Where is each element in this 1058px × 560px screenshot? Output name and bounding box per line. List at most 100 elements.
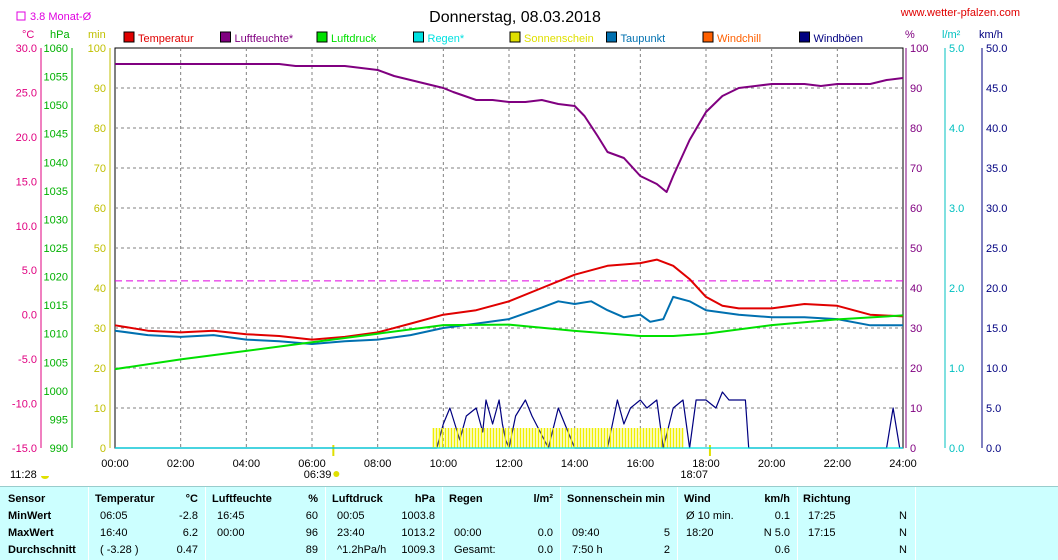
wind-time: Ø 10 min. xyxy=(686,510,734,522)
sun-tick-label: 80 xyxy=(94,123,106,135)
wind-tick-label: 40.0 xyxy=(986,123,1007,135)
hum-value: 89 xyxy=(305,544,318,556)
press-time: 00:05 xyxy=(337,510,365,522)
temp-tick-label: 10.0 xyxy=(16,221,37,233)
wind-tick-label: 0.0 xyxy=(986,443,1001,455)
sun-tick-label: 40 xyxy=(94,283,106,295)
legend-swatch xyxy=(413,31,424,43)
rain-value: 0.0 xyxy=(537,527,553,539)
x-tick-label: 22:00 xyxy=(824,458,852,470)
x-tick-label: 10:00 xyxy=(430,458,458,470)
humidity-tick-label: 80 xyxy=(910,123,922,135)
humidity-tick-label: 10 xyxy=(910,403,922,415)
pressure-tick-label: 1050 xyxy=(44,100,68,112)
legend-swatch xyxy=(123,31,135,43)
header-rain: Regen xyxy=(449,493,483,505)
legend-label: Taupunkt xyxy=(621,33,666,45)
humidity-tick-label: 30 xyxy=(910,323,922,335)
legend-label: Luftfeuchte* xyxy=(235,33,294,45)
sun-tick-label: 10 xyxy=(94,403,106,415)
wind-value: N 5.0 xyxy=(763,527,790,539)
humidity-tick-label: 50 xyxy=(910,243,922,255)
sun-tick-label: 90 xyxy=(94,83,106,95)
press-value: 1009.3 xyxy=(401,544,435,556)
rain-tick-label: 2.0 xyxy=(949,283,964,295)
pressure-tick-label: 1045 xyxy=(44,129,68,141)
weather-chart: Donnerstag, 08.03.2018 www.wetter-pfalze… xyxy=(10,7,1020,481)
pressure-tick-label: 1020 xyxy=(44,272,68,284)
table-divider xyxy=(442,487,443,560)
rain-tick-label: 0.0 xyxy=(949,443,964,455)
hum-value: 96 xyxy=(305,527,318,539)
legend-swatch xyxy=(799,31,810,43)
header-wind: Wind xyxy=(684,493,711,505)
sun-tick-label: 20 xyxy=(94,363,106,375)
series-line-temperatur xyxy=(114,258,904,341)
hum-time: 00:00 xyxy=(217,527,245,539)
sun-tick-label: 30 xyxy=(94,323,106,335)
unit-pressure: hPa xyxy=(50,29,70,41)
moon-icon xyxy=(41,476,49,479)
pressure-tick-label: 1055 xyxy=(44,72,68,84)
table-divider xyxy=(677,487,678,560)
x-tick-label: 12:00 xyxy=(495,458,523,470)
sun-icon xyxy=(333,471,340,477)
header-rain-unit: l/m² xyxy=(533,493,553,505)
pressure-tick-label: 990 xyxy=(50,443,68,455)
unit-humidity: % xyxy=(905,29,915,41)
header-press-unit: hPa xyxy=(414,493,435,505)
table-divider xyxy=(797,487,798,560)
sun-time: 09:40 xyxy=(572,527,600,539)
x-tick-label: 04:00 xyxy=(233,458,261,470)
pressure-tick-label: 1030 xyxy=(44,214,68,226)
series-line-taupunkt xyxy=(114,295,903,345)
wind-tick-label: 10.0 xyxy=(986,363,1007,375)
sun-value: 5 xyxy=(663,527,670,539)
x-tick-label: 20:00 xyxy=(758,458,786,470)
humidity-tick-label: 60 xyxy=(910,203,922,215)
temp-tick-label: -10.0 xyxy=(12,399,37,411)
pressure-tick-label: 1010 xyxy=(44,329,68,341)
humidity-tick-label: 100 xyxy=(910,43,928,55)
table-divider xyxy=(915,487,916,560)
rain-tick-label: 3.0 xyxy=(949,203,964,215)
pressure-tick-label: 1040 xyxy=(44,157,68,169)
hum-time: 16:45 xyxy=(217,510,245,522)
legend-label: Windböen xyxy=(814,33,864,45)
rain-tick-label: 5.0 xyxy=(949,43,964,55)
series-line-windben xyxy=(115,391,903,449)
temp-time: ( -3.28 ) xyxy=(100,544,139,556)
table-divider xyxy=(325,487,326,560)
table-divider xyxy=(560,487,561,560)
wind-tick-label: 15.0 xyxy=(986,323,1007,335)
wind-tick-label: 25.0 xyxy=(986,243,1007,255)
sun-value: 2 xyxy=(663,544,670,556)
row-label: MaxWert xyxy=(8,527,54,539)
wind-tick-label: 5.0 xyxy=(986,403,1001,415)
header-sensor: Sensor xyxy=(8,493,46,505)
rain-time: 00:00 xyxy=(454,527,482,539)
temp-value: 0.47 xyxy=(176,544,198,556)
legend-swatch xyxy=(702,31,714,43)
moonrise-label: 11:28 xyxy=(10,469,37,481)
chart-title: Donnerstag, 08.03.2018 xyxy=(429,9,601,26)
row-label: MinWert xyxy=(8,510,52,522)
temp-tick-label: 5.0 xyxy=(22,265,37,277)
series-line-luftfeuchte xyxy=(115,63,904,193)
sun-tick-label: 60 xyxy=(94,203,106,215)
unit-temp: °C xyxy=(22,29,34,41)
x-tick-label: 14:00 xyxy=(561,458,589,470)
watermark[interactable]: www.wetter-pfalzen.com xyxy=(900,7,1020,19)
sun-tick-label: 0 xyxy=(100,443,106,455)
press-time: 23:40 xyxy=(337,527,365,539)
unit-sun: min xyxy=(88,29,106,41)
temp-tick-label: -5.0 xyxy=(18,354,37,366)
pressure-tick-label: 995 xyxy=(50,414,68,426)
sun-tick-label: 50 xyxy=(94,243,106,255)
humidity-tick-label: 0 xyxy=(910,443,916,455)
x-tick-label: 02:00 xyxy=(167,458,195,470)
rain-tick-label: 4.0 xyxy=(949,123,964,135)
pressure-tick-label: 1035 xyxy=(44,186,68,198)
stats-table: Sensor Temperatur °C Luftfeuchte% Luftdruck h… xyxy=(0,486,1058,560)
legend-swatch xyxy=(606,31,617,43)
